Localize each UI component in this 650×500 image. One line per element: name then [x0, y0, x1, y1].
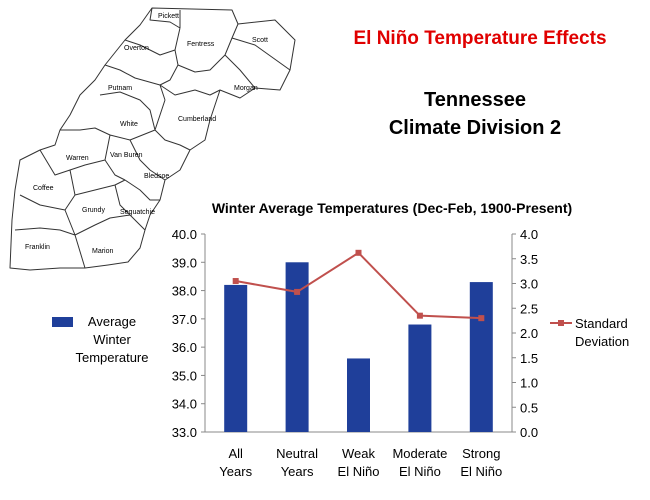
y-right-tick-label: 2.0 [520, 326, 538, 341]
legend-marker-standard-deviation [558, 320, 564, 326]
y-right-tick-label: 0.0 [520, 425, 538, 440]
y-right-tick-label: 1.0 [520, 376, 538, 391]
county-label-white: White [120, 121, 138, 128]
legend-label-average-temperature: Average [88, 314, 136, 329]
county-label-franklin: Franklin [25, 244, 50, 251]
bar-average-temperature [347, 358, 370, 432]
y-right-tick-label: 4.0 [520, 227, 538, 242]
point-standard-deviation [416, 312, 423, 319]
y-left-tick-label: 39.0 [172, 255, 197, 270]
county-label-bledsoe: Bledsoe [144, 173, 169, 180]
y-right-tick-label: 1.5 [520, 351, 538, 366]
legend-label-average-temperature: Temperature [76, 350, 149, 365]
subtitle-division: Climate Division 2 [388, 117, 562, 139]
x-category-label: Years [281, 464, 314, 479]
county-label-van-buren: Van Buren [110, 152, 143, 159]
county-label-scott: Scott [252, 37, 268, 44]
legend-label-average-temperature: Winter [93, 332, 131, 347]
page-subtitle: Tennessee Climate Division 2 [360, 86, 590, 142]
x-category-label: El Niño [399, 464, 441, 479]
legend-label-standard-deviation: Standard [575, 316, 628, 331]
county-label-sequatchie: Sequatchie [120, 209, 155, 216]
plot-area: 40.0 39.0 38.0 37.0 36.0 35.0 34.0 33.0 4.0 3.5 3.… [172, 227, 538, 479]
county-label-morgan: Morgan [234, 85, 258, 92]
x-category-label: All [228, 446, 243, 461]
bar-average-temperature [408, 324, 432, 432]
x-category-label: El Niño [460, 464, 502, 479]
chart-title: Winter Average Temperatures (Dec-Feb, 19… [212, 200, 572, 216]
line-standard-deviation [235, 251, 482, 320]
y-left-tick-label: 37.0 [172, 312, 197, 327]
county-label-overton: Overton [124, 45, 149, 52]
legend-label-standard-deviation: Deviation [575, 334, 629, 349]
y-right-tick-label: 3.5 [520, 252, 538, 267]
bar-average-temperature [285, 262, 309, 432]
county-label-cumberland: Cumberland [178, 116, 216, 123]
x-category-label: Strong [462, 446, 500, 461]
county-label-warren: Warren [66, 155, 89, 162]
county-label-fentress: Fentress [187, 41, 215, 48]
y-left-tick-label: 33.0 [172, 425, 197, 440]
legend: Average Winter Temperature Standard Deviatio… [52, 314, 629, 365]
point-standard-deviation [294, 288, 301, 295]
county-label-grundy: Grundy [82, 207, 105, 214]
county-borders [14, 7, 291, 269]
y-left-tick-label: 40.0 [172, 227, 197, 242]
x-category-label: El Niño [338, 464, 380, 479]
map-outline [9, 7, 296, 271]
point-standard-deviation [232, 278, 239, 285]
county-label-pickett: Pickett [158, 13, 179, 20]
bar-average-temperature [224, 284, 248, 432]
subtitle-state: Tennessee [424, 89, 526, 111]
county-label-marion: Marion [92, 248, 114, 255]
x-category-label: Moderate [392, 446, 447, 461]
y-right-tick-label: 2.5 [520, 301, 538, 316]
y-right-tick-label: 3.0 [520, 277, 538, 292]
y-left-tick-label: 35.0 [172, 368, 197, 383]
y-right-tick-label: 0.5 [520, 400, 538, 415]
y-left-tick-label: 38.0 [172, 284, 197, 299]
point-standard-deviation [478, 315, 485, 322]
county-label-coffee: Coffee [33, 185, 54, 192]
point-standard-deviation [355, 249, 362, 256]
y-left-tick-label: 36.0 [172, 340, 197, 355]
bar-average-temperature [469, 282, 493, 432]
x-category-label: Years [219, 464, 252, 479]
x-category-label: Weak [342, 446, 375, 461]
page-title: El Niño Temperature Effects [353, 28, 607, 49]
y-left-tick-label: 34.0 [172, 397, 197, 412]
legend-swatch-average-temperature [52, 317, 73, 327]
county-label-putnam: Putnam [108, 85, 132, 92]
x-category-label: Neutral [276, 446, 318, 461]
